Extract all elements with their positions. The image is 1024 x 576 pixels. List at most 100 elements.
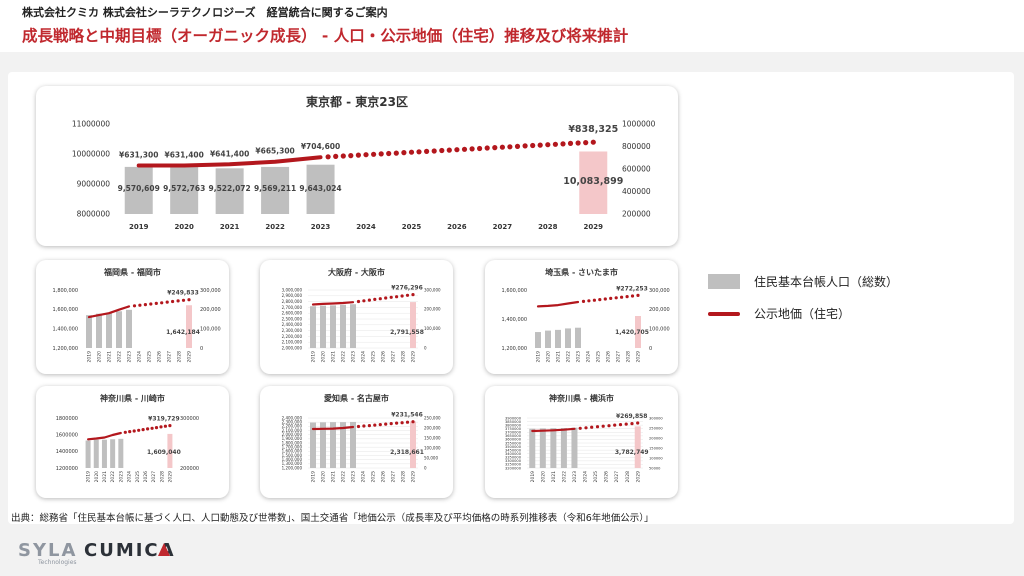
x-tick-label: 2027 xyxy=(493,223,513,231)
land-price-line xyxy=(87,305,131,319)
land-price-forecast-dot xyxy=(461,146,468,152)
land-price-line xyxy=(87,431,122,441)
y-right-tick-label: 300,000 xyxy=(649,288,670,294)
population-bar xyxy=(118,438,124,468)
line-data-label: ¥704,600 xyxy=(301,142,340,151)
x-tick-label: 2028 xyxy=(625,471,631,483)
land-price-forecast-dot xyxy=(356,424,361,429)
bar-data-label: 9,522,072 xyxy=(209,184,251,193)
x-tick-label: 2026 xyxy=(381,471,387,483)
chart-title: 福岡県 - 福岡市 xyxy=(103,267,161,277)
land-price-forecast-dot xyxy=(150,426,154,430)
y-right-tick-label: 300000 xyxy=(649,416,663,420)
syla-logo: SYLA xyxy=(18,540,78,561)
y-right-tick-label: 400000 xyxy=(622,187,651,196)
land-price-forecast-dot xyxy=(373,423,377,427)
y-left-tick-label: 3,000,000 xyxy=(282,287,303,292)
line-data-label: ¥631,300 xyxy=(119,150,158,159)
bar-data-label: 3,782,749 xyxy=(615,449,649,456)
x-tick-label: 2027 xyxy=(614,471,620,483)
x-tick-label: 2021 xyxy=(331,351,337,363)
y-left-tick-label: 2,300,000 xyxy=(282,328,303,333)
land-price-forecast-dot xyxy=(132,429,136,433)
land-price-forecast-dot xyxy=(636,293,640,297)
x-tick-label: 2020 xyxy=(540,471,546,483)
land-price-forecast-dot xyxy=(160,301,164,305)
x-tick-label: 2028 xyxy=(538,223,558,231)
x-tick-label: 2022 xyxy=(341,351,347,363)
population-bar xyxy=(86,315,92,348)
y-left-tick-label: 3650000 xyxy=(505,434,522,438)
land-price-forecast-dot xyxy=(545,142,551,148)
y-left-tick-label: 8000000 xyxy=(77,210,111,219)
x-tick-label: 2024 xyxy=(361,471,367,483)
y-left-tick-label: 1,300,000 xyxy=(282,461,303,466)
land-price-forecast-dot xyxy=(168,424,172,428)
x-tick-label: 2021 xyxy=(331,471,337,483)
x-tick-label: 2027 xyxy=(391,471,397,483)
line-data-label: ¥665,300 xyxy=(255,147,294,156)
population-bar xyxy=(85,440,91,468)
land-price-forecast-dot xyxy=(154,301,158,305)
land-price-forecast-dot xyxy=(492,145,498,151)
y-left-tick-label: 2,400,000 xyxy=(282,415,303,420)
bar-data-label: 10,083,899 xyxy=(563,176,623,187)
land-price-line xyxy=(311,425,355,431)
x-tick-label: 2019 xyxy=(129,223,149,231)
population-bar xyxy=(106,312,112,348)
y-right-tick-label: 100,000 xyxy=(200,326,221,332)
x-tick-label: 2026 xyxy=(606,351,612,363)
land-price-line xyxy=(311,301,355,306)
land-price-forecast-dot xyxy=(159,425,163,429)
y-right-tick-label: 100000 xyxy=(649,456,663,460)
land-price-forecast-dot xyxy=(154,426,159,430)
land-price-forecast-dot xyxy=(378,423,382,427)
chart-title: 東京都 - 東京23区 xyxy=(306,94,408,109)
population-bar xyxy=(340,304,346,348)
y-left-tick-label: 3400000 xyxy=(505,452,522,456)
x-tick-label: 2022 xyxy=(117,351,123,363)
y-left-tick-label: 3550000 xyxy=(505,441,522,445)
x-tick-label: 2019 xyxy=(530,471,536,483)
y-left-tick-label: 1,200,000 xyxy=(502,346,527,352)
x-tick-label: 2028 xyxy=(401,351,407,363)
land-price-forecast-dot xyxy=(362,424,366,428)
population-bar xyxy=(340,422,346,468)
land-price-forecast-dot xyxy=(400,421,404,425)
legend-line-swatch xyxy=(708,312,740,316)
x-tick-label: 2019 xyxy=(536,351,542,363)
y-left-tick-label: 10000000 xyxy=(72,150,110,159)
population-bar xyxy=(320,422,326,468)
land-price-forecast-dot xyxy=(395,295,399,299)
y-right-tick-label: 200000 xyxy=(649,436,663,440)
x-tick-label: 2020 xyxy=(174,223,194,231)
land-price-forecast-dot xyxy=(373,297,377,301)
y-right-tick-label: 0 xyxy=(424,465,427,470)
y-left-tick-label: 2,200,000 xyxy=(282,424,303,429)
population-bar xyxy=(116,311,122,348)
land-price-forecast-dot xyxy=(141,428,145,432)
land-price-forecast-dot xyxy=(499,144,505,150)
population-bar xyxy=(550,428,557,468)
chart-card-fukuoka: 福岡県 - 福岡市 1,800,000 1,600,000 1,400,000 1,20… xyxy=(36,260,229,374)
land-price-forecast-dot xyxy=(143,303,147,307)
y-left-tick-label: 2,200,000 xyxy=(282,334,303,339)
chart-card-yokohama: 神奈川県 - 横浜市 3900000 3850000 3800000 3750000 37… xyxy=(485,386,678,498)
chart-title: 愛知県 - 名古屋市 xyxy=(324,393,389,403)
land-price-forecast-dot xyxy=(607,424,611,428)
y-right-tick-label: 250,000 xyxy=(424,415,441,420)
land-price-forecast-dot xyxy=(601,424,605,428)
population-bar xyxy=(410,302,416,348)
y-right-tick-label: 0 xyxy=(649,346,652,352)
population-bar xyxy=(110,439,116,468)
y-left-tick-label: 3900000 xyxy=(505,416,522,420)
land-price-forecast-dot xyxy=(355,152,361,158)
chart-title: 埼玉県 - さいたま市 xyxy=(545,267,618,277)
y-right-tick-label: 200000 xyxy=(180,466,199,472)
x-tick-label: 2023 xyxy=(118,471,124,483)
x-tick-label: 2024 xyxy=(586,351,592,363)
y-left-tick-label: 2,400,000 xyxy=(282,322,303,327)
y-left-tick-label: 2,500,000 xyxy=(282,316,303,321)
line-data-label: ¥641,400 xyxy=(210,149,249,158)
land-price-forecast-dot xyxy=(348,153,354,159)
